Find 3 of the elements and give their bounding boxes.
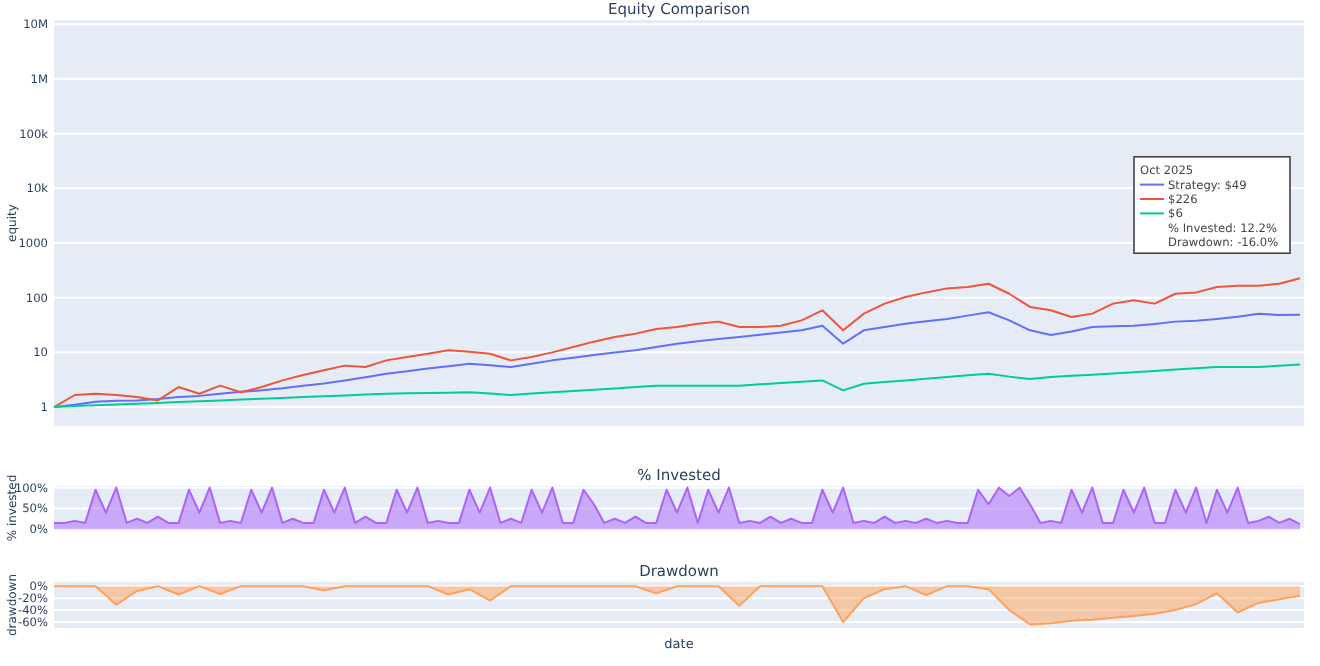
- line-series: [53, 277, 1301, 409]
- line-series: [53, 363, 1301, 409]
- line-series: [53, 311, 1301, 409]
